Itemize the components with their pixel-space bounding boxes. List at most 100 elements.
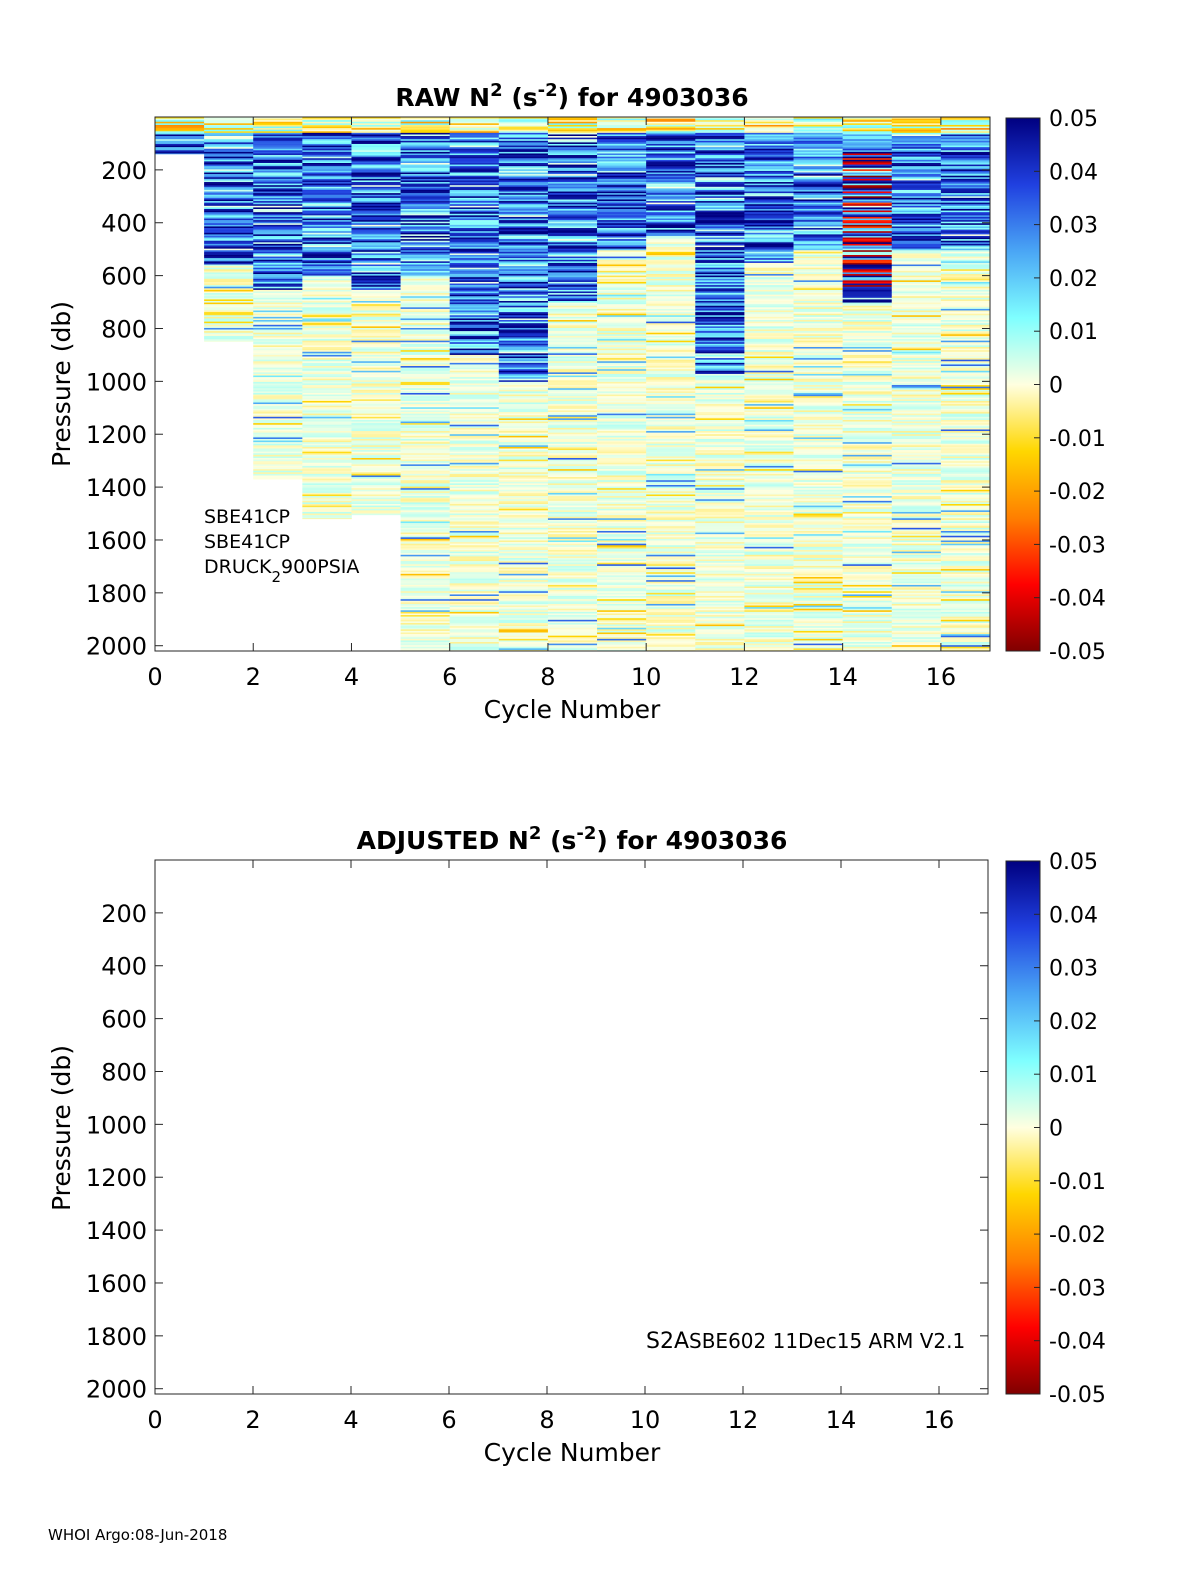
- heatmap-cell: [793, 397, 843, 400]
- heatmap-cell: [400, 618, 451, 621]
- heatmap-cell: [646, 380, 696, 383]
- heatmap-cell: [449, 591, 500, 594]
- heatmap-cell: [400, 359, 451, 362]
- heatmap-cell: [891, 356, 942, 359]
- heatmap-cell: [498, 191, 549, 194]
- heatmap-cell: [400, 397, 451, 400]
- heatmap-cell: [547, 622, 598, 625]
- heatmap-cell: [646, 637, 696, 640]
- heatmap-cell: [253, 129, 303, 132]
- heatmap-cell: [253, 462, 303, 465]
- heatmap-cell: [204, 150, 254, 153]
- heatmap-cell: [793, 453, 843, 456]
- heatmap-cell: [695, 269, 745, 272]
- heatmap-cell: [646, 237, 696, 240]
- heatmap-cell: [695, 375, 745, 378]
- heatmap-cell: [646, 359, 696, 362]
- heatmap-cell: [253, 280, 303, 283]
- heatmap-cell: [597, 456, 647, 459]
- heatmap-cell: [793, 529, 843, 532]
- heatmap-cell: [793, 210, 843, 213]
- heatmap-cell: [253, 215, 303, 218]
- heatmap-cell: [253, 389, 303, 392]
- heatmap-cell: [646, 340, 696, 343]
- heatmap-cell: [597, 412, 647, 414]
- heatmap-cell: [597, 397, 647, 400]
- heatmap-cell: [793, 523, 843, 525]
- heatmap-cell: [842, 408, 893, 411]
- heatmap-cell: [891, 117, 942, 119]
- heatmap-cell: [400, 147, 451, 150]
- heatmap-cell: [597, 599, 647, 602]
- heatmap-cell: [498, 197, 549, 200]
- heatmap-cell: [940, 205, 990, 208]
- heatmap-cell: [302, 202, 352, 205]
- heatmap-cell: [400, 497, 451, 500]
- heatmap-cell: [793, 323, 843, 326]
- heatmap-cell: [744, 167, 794, 170]
- heatmap-cell: [449, 634, 500, 636]
- heatmap-cell: [449, 397, 500, 400]
- heatmap-cell: [449, 408, 500, 411]
- heatmap-cell: [547, 250, 598, 253]
- heatmap-cell: [891, 323, 942, 326]
- heatmap-cell: [449, 540, 500, 543]
- heatmap-cell: [351, 442, 401, 445]
- heatmap-cell: [547, 435, 598, 438]
- heatmap-cell: [891, 507, 942, 510]
- heatmap-cell: [449, 189, 500, 192]
- heatmap-cell: [744, 172, 794, 175]
- heatmap-cell: [449, 174, 500, 176]
- heatmap-cell: [498, 247, 549, 249]
- heatmap-cell: [646, 275, 696, 278]
- heatmap-cell: [498, 448, 549, 451]
- heatmap-cell: [498, 575, 549, 578]
- heatmap-cell: [400, 622, 451, 625]
- heatmap-cell: [400, 478, 451, 481]
- heatmap-cell: [842, 174, 893, 176]
- heatmap-cell: [744, 332, 794, 335]
- heatmap-cell: [547, 126, 598, 129]
- heatmap-cell: [793, 302, 843, 305]
- heatmap-cell: [351, 318, 401, 321]
- heatmap-cell: [449, 364, 500, 367]
- heatmap-cell: [646, 599, 696, 602]
- heatmap-cell: [646, 202, 696, 205]
- heatmap-cell: [449, 302, 500, 305]
- heatmap-cell: [498, 410, 549, 413]
- heatmap-cell: [449, 220, 500, 222]
- heatmap-cell: [744, 221, 794, 224]
- heatmap-cell: [302, 511, 352, 514]
- heatmap-cell: [253, 136, 303, 138]
- heatmap-cell: [940, 247, 990, 249]
- heatmap-cell: [695, 299, 745, 302]
- heatmap-cell: [449, 524, 500, 527]
- heatmap-cell: [204, 259, 254, 262]
- heatmap-cell: [940, 557, 990, 560]
- heatmap-cell: [302, 497, 352, 500]
- heatmap-cell: [597, 139, 647, 142]
- heatmap-cell: [695, 210, 745, 213]
- heatmap-cell: [891, 569, 942, 571]
- heatmap-cell: [400, 607, 451, 610]
- heatmap-cell: [547, 391, 598, 394]
- heatmap-cell: [646, 251, 696, 254]
- heatmap-cell: [449, 535, 500, 538]
- heatmap-cell: [646, 177, 696, 180]
- heatmap-cell: [449, 532, 500, 535]
- heatmap-cell: [400, 616, 451, 619]
- heatmap-cell: [842, 269, 893, 272]
- heatmap-cell: [547, 251, 598, 254]
- heatmap-cell: [793, 527, 843, 530]
- heatmap-cell: [547, 169, 598, 172]
- heatmap-cell: [842, 351, 893, 354]
- heatmap-cell: [597, 140, 647, 143]
- heatmap-cell: [597, 170, 647, 173]
- heatmap-cell: [547, 302, 598, 305]
- heatmap-cell: [597, 174, 647, 176]
- heatmap-cell: [400, 445, 451, 448]
- heatmap-cell: [449, 258, 500, 261]
- heatmap-cell: [695, 492, 745, 495]
- heatmap-cell: [597, 619, 647, 622]
- heatmap-cell: [842, 627, 893, 630]
